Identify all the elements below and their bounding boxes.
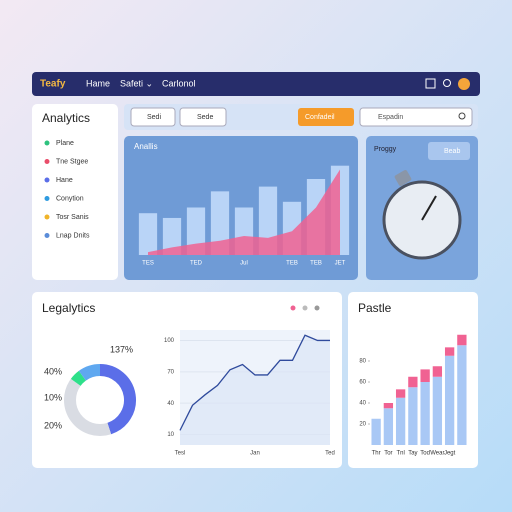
sidebar-item[interactable]: Tosr Sanis <box>56 214 89 221</box>
donut-segment <box>99 364 136 435</box>
sidebar-item[interactable]: Lnap Dnits <box>56 232 90 239</box>
x-tick-label: JET <box>335 261 346 267</box>
filter[interactable] <box>130 107 176 127</box>
x-tick-label: Tesl <box>175 451 186 457</box>
nav-link[interactable]: Carlonol <box>162 78 196 88</box>
x-tick-label: Tor <box>384 451 392 457</box>
search-icon <box>458 112 466 120</box>
bar <box>457 345 467 445</box>
x-tick-label: TEB <box>310 261 322 267</box>
bar-segment <box>408 376 418 388</box>
donut-segment <box>70 370 87 387</box>
search-icon[interactable] <box>443 79 451 87</box>
x-tick-label: TEB <box>286 261 298 267</box>
x-tick-label: Jan <box>250 451 260 457</box>
donut-label: 137% <box>110 344 133 354</box>
x-tick-label: Thr <box>372 451 381 457</box>
icon[interactable] <box>425 78 436 89</box>
item-icon <box>44 196 50 201</box>
action-button[interactable] <box>298 108 354 126</box>
sidebar-title: Analytics <box>42 111 90 125</box>
nav-bar <box>32 72 480 96</box>
x-tick-label: Tay <box>408 451 417 457</box>
bar <box>371 418 381 445</box>
bar-segment <box>395 389 406 398</box>
filter[interactable] <box>179 107 227 127</box>
area <box>148 169 340 255</box>
dot <box>290 305 296 311</box>
sidebar <box>32 104 118 280</box>
card-title: Pastle <box>358 301 392 315</box>
bar <box>432 376 443 445</box>
y-tick-label: 100 <box>164 338 175 344</box>
nav-link[interactable]: Hame <box>86 78 110 88</box>
bar <box>444 355 455 445</box>
sidebar-item[interactable]: Plane <box>56 140 74 147</box>
sidebar-item[interactable]: Tne Stgee <box>56 158 88 165</box>
dot <box>314 305 320 311</box>
nav-link[interactable]: Safeti ⌄ <box>120 78 153 88</box>
sidebar-item[interactable]: Conytion <box>56 195 84 202</box>
y-tick-label: 80 <box>359 359 366 365</box>
line-area <box>180 335 330 445</box>
stopwatch-crown <box>394 170 412 186</box>
filter-label[interactable]: Sedi <box>147 114 161 121</box>
timer-button[interactable] <box>428 142 470 160</box>
bar <box>162 217 182 255</box>
sidebar-item[interactable]: Hane <box>56 177 73 184</box>
bar <box>420 382 430 445</box>
bar <box>408 387 418 445</box>
x-tick-label: Ted <box>325 451 335 457</box>
search-placeholder[interactable]: Espadin <box>378 114 403 121</box>
y-tick-label: 70 <box>167 369 174 375</box>
card-title: Legalytics <box>42 301 95 315</box>
donut-label: 40% <box>44 366 62 376</box>
donut-segment <box>64 378 112 436</box>
y-tick-label: 60 <box>359 380 366 386</box>
y-tick-label: 40 <box>359 401 366 407</box>
filter-label[interactable]: Sede <box>197 114 213 121</box>
bar-segment <box>444 347 455 356</box>
item-icon <box>44 214 50 220</box>
donut-label: 20% <box>44 420 62 430</box>
bar-segment <box>457 334 467 346</box>
item-icon <box>44 140 50 146</box>
x-tick-label: Jul <box>240 261 248 267</box>
donut-label: 10% <box>44 392 62 402</box>
x-tick-label: Tnl <box>396 451 404 457</box>
x-tick-label: TED <box>190 261 203 267</box>
search-box[interactable] <box>359 107 473 127</box>
y-tick-label: 10 <box>167 432 174 438</box>
item-icon <box>44 177 50 183</box>
x-tick-label: Tod <box>420 451 430 457</box>
bar-segment <box>383 403 394 409</box>
x-tick-label: TES <box>142 261 154 267</box>
button-label[interactable]: Beab <box>444 148 460 155</box>
x-tick-label: Wear <box>430 451 444 457</box>
y-tick-label: 20 <box>359 422 366 428</box>
bar <box>210 191 230 255</box>
action-label[interactable]: Confadeil <box>305 114 335 121</box>
donut-segment <box>78 364 101 381</box>
dot <box>302 305 308 311</box>
panel-title: Proggy <box>374 146 397 153</box>
bar-segment <box>420 369 430 382</box>
panel-title: Anallis <box>134 142 158 151</box>
line <box>179 334 330 431</box>
bar-segment <box>432 366 443 377</box>
x-tick-label: Jegt <box>444 451 456 457</box>
bar <box>395 397 406 445</box>
avatar[interactable] <box>458 78 470 90</box>
brand[interactable]: Teafy <box>40 79 66 90</box>
item-icon <box>44 159 50 164</box>
bar <box>383 408 394 445</box>
y-tick-label: 40 <box>167 401 174 407</box>
bar <box>138 213 158 255</box>
item-icon <box>44 233 50 238</box>
stopwatch-hand <box>421 195 437 221</box>
